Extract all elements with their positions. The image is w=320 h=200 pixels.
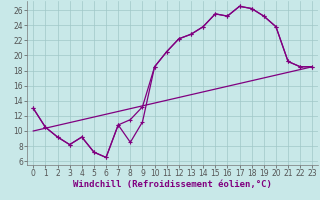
X-axis label: Windchill (Refroidissement éolien,°C): Windchill (Refroidissement éolien,°C) — [73, 180, 272, 189]
